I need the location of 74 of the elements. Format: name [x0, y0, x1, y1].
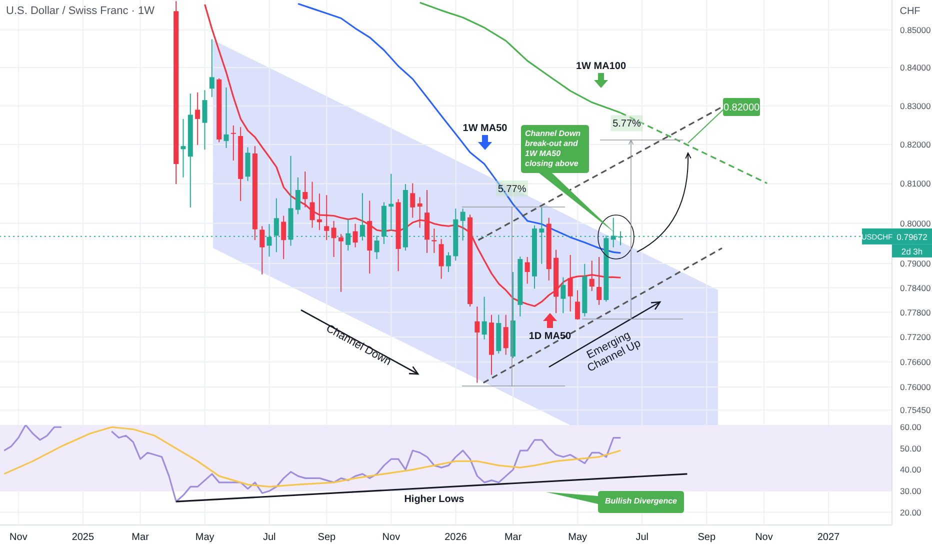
- y-tick-label: 0.77200: [900, 332, 931, 342]
- x-tick-label: Jul: [636, 532, 649, 544]
- candlestick: [410, 182, 416, 218]
- candlestick: [524, 256, 530, 284]
- x-tick-label: 2025: [72, 532, 95, 544]
- y-tick-label: 0.82000: [900, 140, 931, 150]
- y-tick-label: 0.76600: [900, 356, 931, 367]
- candlestick: [482, 296, 487, 340]
- annotation: 1W MA50: [462, 123, 508, 134]
- candlestick: [560, 276, 566, 314]
- candlestick: [302, 171, 308, 208]
- annotation: 1W MA100: [576, 61, 626, 72]
- candlestick: [438, 238, 444, 280]
- x-tick-label: May: [195, 532, 214, 544]
- y-tick-label: 60.00: [900, 422, 922, 432]
- annotation: Higher Lows: [404, 494, 465, 505]
- candlestick: [324, 194, 330, 241]
- candlestick: [331, 220, 336, 258]
- candlestick: [352, 223, 358, 248]
- candlestick: [180, 118, 186, 178]
- line-series: [3, 426, 622, 488]
- candlestick: [224, 86, 229, 149]
- candlestick: [230, 125, 236, 162]
- candlestick: [417, 196, 422, 228]
- candlestick: [260, 226, 265, 275]
- candlestick: [474, 306, 480, 384]
- x-tick-label: Mar: [132, 532, 150, 544]
- text: 0.79672: [896, 232, 928, 242]
- x-tick-label: Mar: [504, 532, 522, 544]
- y-tick-label: 0.76000: [900, 382, 931, 392]
- annotation: 1D MA50: [528, 331, 572, 342]
- x-tick-label: Sep: [318, 532, 336, 544]
- y-tick-label: 0.83000: [900, 100, 931, 111]
- candlestick: [589, 260, 594, 292]
- candlestick: [338, 234, 344, 292]
- y-tick-label: 20.00: [900, 507, 922, 518]
- candlestick: [281, 215, 286, 260]
- annotation: 5.77%: [498, 184, 526, 195]
- candlestick: [503, 314, 508, 356]
- y-tick-label: 50.00: [900, 443, 922, 454]
- x-tick-label: Nov: [10, 532, 28, 544]
- x-tick-label: Nov: [755, 532, 773, 544]
- candlestick: [202, 90, 208, 150]
- x-tick-label: May: [568, 532, 588, 544]
- annotation: 5.77%: [612, 118, 642, 130]
- candlestick: [446, 252, 451, 272]
- text: 2d 3h: [901, 246, 923, 256]
- candlestick: [245, 146, 250, 182]
- annotation: Channel Down break-out and 1W MA50 closing above: [525, 129, 581, 168]
- text: U.S. Dollar / Swiss Franc · 1W: [6, 5, 156, 17]
- y-tick-label: 0.79000: [900, 258, 931, 268]
- y-axis-title: CHF: [900, 6, 920, 17]
- x-tick-label: 2027: [817, 532, 840, 544]
- y-tick-label: 40.00: [900, 464, 922, 475]
- candlestick: [195, 92, 200, 146]
- y-tick-label: 0.78400: [900, 282, 931, 293]
- y-tick-label: 30.00: [900, 486, 922, 496]
- y-tick-label: 0.77800: [900, 307, 931, 318]
- candlestick: [295, 176, 300, 215]
- y-tick-label: 0.81000: [900, 178, 931, 189]
- candlestick: [432, 228, 437, 254]
- annotation: Bullish Divergence: [604, 496, 678, 506]
- x-tick-label: Sep: [698, 532, 716, 544]
- x-tick-label: Jul: [262, 532, 276, 544]
- candlestick: [209, 38, 214, 98]
- candlestick: [310, 181, 315, 228]
- annotation: 0.82000: [723, 102, 760, 114]
- x-tick-label: Nov: [382, 532, 400, 544]
- x-tick-label: 2026: [444, 532, 468, 544]
- y-tick-label: 0.84000: [900, 62, 931, 73]
- y-tick-label: 0.80000: [900, 218, 931, 228]
- y-tick-label: 0.75450: [900, 405, 931, 416]
- y-tick-label: 0.85000: [900, 24, 931, 35]
- candlestick: [575, 290, 580, 320]
